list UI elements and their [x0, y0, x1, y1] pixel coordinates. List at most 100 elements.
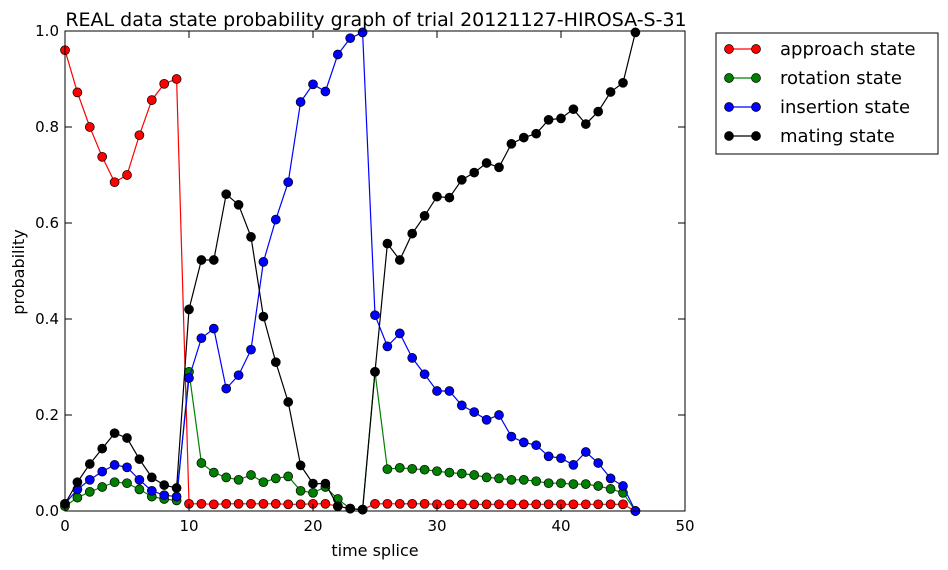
series-point-1-36: [506, 474, 517, 485]
series-point-2-26: [382, 341, 393, 352]
plot-area: [60, 27, 641, 516]
series-point-2-24: [357, 27, 368, 38]
series-point-0-27: [394, 498, 405, 509]
series-point-0-11: [196, 498, 207, 509]
y-axis-label: probability: [9, 229, 28, 314]
series-point-3-1: [72, 477, 83, 488]
series-point-0-31: [444, 499, 455, 510]
series-point-0-28: [407, 498, 418, 509]
series-point-2-2: [84, 474, 95, 485]
series-point-2-19: [295, 97, 306, 107]
series-point-0-4: [109, 177, 120, 188]
series-point-3-38: [531, 128, 542, 139]
legend-marker-2: [724, 102, 734, 112]
series-point-0-36: [506, 499, 517, 510]
series-point-3-34: [481, 158, 492, 168]
chart-title: REAL data state probability graph of tri…: [65, 9, 686, 31]
series-point-2-31: [444, 386, 455, 396]
series-point-3-4: [109, 428, 120, 439]
series-point-1-3: [97, 482, 108, 492]
series-point-0-39: [543, 499, 554, 510]
series-point-2-4: [109, 460, 120, 470]
series-point-2-10: [184, 373, 194, 383]
series-point-2-5: [122, 462, 132, 473]
series-point-3-43: [593, 106, 604, 117]
series-point-1-41: [568, 479, 579, 489]
series-point-3-36: [506, 138, 517, 149]
series-point-2-6: [134, 474, 145, 485]
series-point-0-37: [518, 499, 529, 510]
series-point-3-3: [97, 443, 108, 454]
legend-label-0: approach state: [780, 39, 916, 60]
series-point-1-43: [593, 481, 604, 491]
series-point-3-40: [556, 113, 566, 124]
series-point-2-12: [208, 323, 219, 334]
series-point-3-45: [618, 77, 628, 88]
series-point-2-9: [171, 491, 182, 502]
series-point-0-45: [618, 499, 628, 510]
series-point-1-30: [432, 466, 442, 477]
series-point-2-36: [506, 431, 517, 442]
series-point-1-33: [469, 470, 480, 480]
series-point-0-7: [146, 95, 157, 105]
legend-label-1: rotation state: [780, 68, 902, 89]
series-point-3-6: [134, 454, 145, 465]
series-point-2-18: [283, 177, 294, 188]
series-point-2-39: [543, 451, 554, 462]
legend-label-2: insertion state: [780, 97, 910, 118]
series-point-3-7: [146, 472, 157, 483]
series-point-1-11: [196, 458, 207, 468]
series-point-1-38: [531, 476, 542, 487]
series-point-1-2: [84, 486, 95, 497]
series-point-0-25: [370, 498, 380, 509]
series-point-3-39: [543, 114, 554, 125]
legend: approach state rotation state insertion st…: [715, 32, 939, 155]
series-point-1-1: [72, 492, 83, 503]
series-point-0-42: [580, 499, 591, 510]
series-point-0-9: [171, 74, 182, 84]
series-point-1-5: [122, 478, 132, 489]
series-point-3-41: [568, 104, 579, 115]
series-point-2-20: [308, 79, 318, 90]
series-point-3-18: [283, 397, 294, 407]
series-point-3-46: [630, 27, 641, 38]
series-point-1-14: [233, 474, 244, 485]
series-point-1-44: [605, 484, 616, 494]
series-point-3-35: [494, 162, 504, 173]
series-point-0-29: [419, 498, 430, 509]
series-point-0-26: [382, 498, 393, 509]
x-tick-label-2: 20: [303, 517, 322, 535]
series-point-1-18: [283, 471, 294, 482]
x-tick-label-3: 30: [427, 517, 446, 535]
y-tick-label-1: 0.2: [35, 406, 59, 424]
series-point-3-31: [444, 192, 455, 203]
series-point-1-13: [221, 472, 232, 483]
series-point-0-18: [283, 499, 294, 510]
series-point-0-3: [97, 151, 108, 162]
legend-marker-end-0: [751, 44, 761, 54]
series-point-0-43: [593, 499, 604, 510]
legend-label-3: mating state: [780, 126, 895, 147]
y-tick-label-0: 0.0: [35, 502, 59, 520]
series-point-3-37: [518, 132, 529, 143]
series-point-3-42: [580, 119, 591, 129]
series-point-1-34: [481, 472, 492, 483]
series-point-1-39: [543, 478, 554, 489]
series-point-3-22: [332, 501, 343, 512]
series-point-3-14: [233, 199, 244, 210]
series-point-3-44: [605, 87, 616, 97]
series-point-3-30: [432, 191, 442, 202]
legend-marker-1: [724, 73, 734, 83]
series-point-0-19: [295, 499, 306, 510]
series-point-0-17: [270, 498, 281, 509]
series-point-2-34: [481, 414, 492, 425]
series-point-1-31: [444, 467, 455, 478]
legend-marker-end-2: [751, 102, 761, 112]
plot-frame: [64, 30, 686, 512]
legend-marker-0: [724, 44, 734, 54]
legend-marker-end-3: [751, 131, 761, 141]
series-point-2-42: [580, 447, 591, 457]
x-tick-label-0: 0: [60, 517, 70, 535]
series-point-2-17: [270, 214, 281, 225]
